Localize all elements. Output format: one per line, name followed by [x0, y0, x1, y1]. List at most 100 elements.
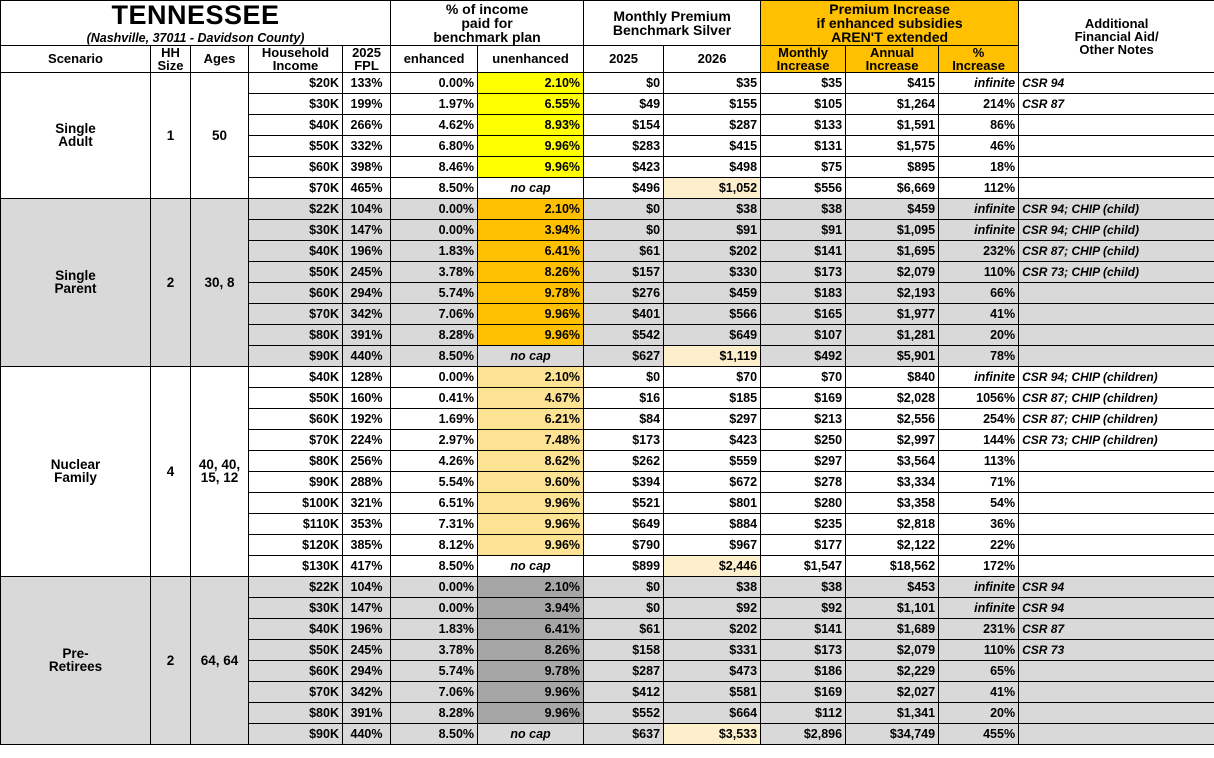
table-row: Nuclear Family 4 40, 40, 15, 12 $40K 128% 0.00%…: [0, 365, 1214, 577]
scenario-line2: Retirees: [48, 659, 103, 675]
table-header: TENNESSEE (Nashville, 37011 - Davidson C…: [0, 0, 1214, 73]
unenhanced-pct-cell: 9.96%: [477, 512, 585, 535]
pct-increase-cell: 113%: [938, 449, 1020, 472]
premium-2025-cell: $649: [583, 512, 665, 535]
notes-cell: CSR 94; CHIP (child): [1018, 197, 1214, 220]
premium-2025-cell: $899: [583, 554, 665, 577]
premium-2026-cell: $185: [663, 386, 762, 409]
ages-cell: 40, 40, 15, 12: [190, 365, 249, 577]
annual-increase-cell: $1,264: [845, 92, 940, 115]
premium-2026-cell: $581: [663, 680, 762, 703]
hh-size-cell: 2: [150, 197, 191, 367]
table-row: $50K 160% 0.41% 4.67% $16 $185 $169 $2,028 1056%…: [0, 386, 1214, 409]
enhanced-pct-cell: 8.46%: [390, 155, 479, 178]
household-income-cell: $60K: [248, 281, 343, 304]
notes-cell: [1018, 512, 1214, 535]
enhanced-pct-cell: 5.74%: [390, 659, 479, 682]
annual-increase-cell: $1,341: [845, 701, 940, 724]
col-header-scenario: Scenario: [0, 44, 151, 73]
title-block: TENNESSEE (Nashville, 37011 - Davidson C…: [0, 0, 392, 46]
enhanced-pct-cell: 5.54%: [390, 470, 479, 493]
scenario-name-cell: Single Adult: [0, 71, 151, 199]
annual-increase-cell: $6,669: [845, 176, 940, 199]
premium-2025-cell: $412: [583, 680, 665, 703]
premium-2025-cell: $158: [583, 638, 665, 661]
pct-increase-cell: infinite: [938, 365, 1020, 388]
unenhanced-pct-cell: 9.96%: [477, 701, 585, 724]
notes-cell: [1018, 344, 1214, 367]
monthly-increase-cell: $141: [760, 239, 847, 262]
pct-line1: %: [972, 45, 985, 60]
group-premium-line1: Monthly Premium: [613, 7, 731, 24]
ages-line2: 15, 12: [200, 470, 239, 486]
col-header-household-income: Household Income: [248, 44, 343, 73]
annual-increase-cell: $18,562: [845, 554, 940, 577]
premium-2026-cell: $35: [663, 71, 762, 94]
enhanced-pct-cell: 0.00%: [390, 365, 479, 388]
premium-2026-cell: $331: [663, 638, 762, 661]
monthly-increase-cell: $165: [760, 302, 847, 325]
annual-increase-cell: $34,749: [845, 722, 940, 745]
group-increase-line2: if enhanced subsidies: [816, 14, 963, 31]
premium-2025-cell: $262: [583, 449, 665, 472]
pct-increase-cell: 18%: [938, 155, 1020, 178]
notes-line1: Additional: [1084, 15, 1149, 31]
pct-increase-cell: 41%: [938, 680, 1020, 703]
table-row: Pre- Retirees 2 64, 64 $22K 104% 0.00% 2.10% $0 $…: [0, 575, 1214, 745]
table-row: $80K 256% 4.26% 8.62% $262 $559 $297 $3,564 113%: [0, 449, 1214, 472]
pct-increase-cell: 455%: [938, 722, 1020, 745]
pct-increase-cell: 112%: [938, 176, 1020, 199]
fpl-cell: 128%: [341, 365, 392, 388]
premium-2025-cell: $0: [583, 197, 665, 220]
household-income-cell: $50K: [248, 638, 343, 661]
unenhanced-pct-cell: 8.26%: [477, 638, 585, 661]
premium-2025-cell: $84: [583, 407, 665, 430]
pct-increase-cell: 46%: [938, 134, 1020, 157]
notes-cell: [1018, 323, 1214, 346]
col-header-annual-increase: Annual Increase: [845, 44, 940, 73]
fpl-cell: 104%: [341, 197, 392, 220]
fpl-cell: 245%: [341, 260, 392, 283]
unenhanced-pct-cell: 9.96%: [477, 155, 585, 178]
notes-cell: [1018, 449, 1214, 472]
pct-increase-cell: 232%: [938, 239, 1020, 262]
table-row: $60K 192% 1.69% 6.21% $84 $297 $213 $2,556 254% C…: [0, 407, 1214, 430]
pct-increase-cell: 71%: [938, 470, 1020, 493]
pct-increase-cell: 110%: [938, 260, 1020, 283]
enhanced-pct-cell: 4.26%: [390, 449, 479, 472]
enhanced-pct-cell: 8.12%: [390, 533, 479, 556]
income-line2: Income: [272, 57, 319, 73]
fpl-cell: 288%: [341, 470, 392, 493]
notes-cell: CSR 73; CHIP (child): [1018, 260, 1214, 283]
fpl-cell: 196%: [341, 239, 392, 262]
pct-increase-cell: 22%: [938, 533, 1020, 556]
premium-2025-cell: $16: [583, 386, 665, 409]
col-header-premium-2025: 2025: [583, 44, 665, 73]
annual-increase-cell: $3,358: [845, 491, 940, 514]
monthly-line1: Monthly: [778, 45, 828, 60]
fpl-cell: 199%: [341, 92, 392, 115]
household-income-cell: $90K: [248, 722, 343, 745]
pct-line2: Increase: [952, 57, 1005, 73]
fpl-cell: 147%: [341, 596, 392, 619]
annual-increase-cell: $2,556: [845, 407, 940, 430]
annual-increase-cell: $5,901: [845, 344, 940, 367]
table-row: $30K 199% 1.97% 6.55% $49 $155 $105 $1,264 214% C…: [0, 92, 1214, 115]
enhanced-pct-cell: 8.50%: [390, 722, 479, 745]
enhanced-pct-cell: 7.06%: [390, 302, 479, 325]
table-row: $110K 353% 7.31% 9.96% $649 $884 $235 $2,818 36%: [0, 512, 1214, 535]
scenario-line2: Parent: [54, 281, 97, 297]
fpl-cell: 224%: [341, 428, 392, 451]
annual-increase-cell: $2,079: [845, 260, 940, 283]
monthly-increase-cell: $92: [760, 596, 847, 619]
enhanced-pct-cell: 0.00%: [390, 575, 479, 598]
household-income-cell: $30K: [248, 218, 343, 241]
scenario-line1: Single: [55, 120, 96, 136]
household-income-cell: $80K: [248, 701, 343, 724]
monthly-increase-cell: $112: [760, 701, 847, 724]
premium-2026-cell: $202: [663, 617, 762, 640]
unenhanced-pct-cell: 2.10%: [477, 575, 585, 598]
hh-size-line2: Size: [157, 57, 184, 73]
premium-2025-cell: $790: [583, 533, 665, 556]
household-income-cell: $100K: [248, 491, 343, 514]
